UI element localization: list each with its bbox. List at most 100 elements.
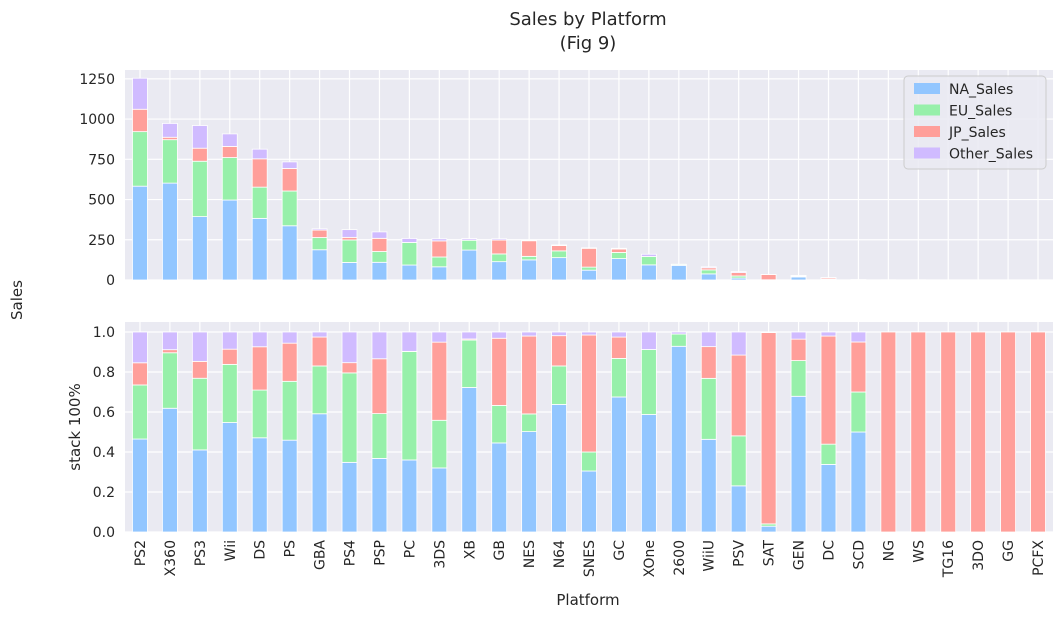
bar-jp-sales-snes xyxy=(581,247,597,268)
bar-other-sales-psv xyxy=(730,271,747,273)
pct-bar-eu-sales-xone xyxy=(640,349,657,415)
bar-other-sales-xb xyxy=(461,238,478,241)
y-tick-label: 0.6 xyxy=(93,405,115,421)
pct-bar-jp-sales-ps3 xyxy=(191,360,208,379)
y-tick-label: 1.0 xyxy=(93,325,115,341)
legend-label-other-sales: Other_Sales xyxy=(949,147,1033,163)
y-tick-label: 1000 xyxy=(79,112,115,128)
pct-bar-jp-sales-psp xyxy=(371,358,388,415)
pct-bar-na-sales-n64 xyxy=(551,404,567,533)
legend-label-na-sales: NA_Sales xyxy=(949,82,1013,98)
bar-na-sales-x360 xyxy=(162,182,178,281)
pct-bar-na-sales-ps2 xyxy=(132,438,148,533)
pct-bar-eu-sales-dc xyxy=(820,443,837,465)
pct-bar-other-sales-3ds xyxy=(431,331,448,343)
bar-jp-sales-ds xyxy=(251,158,268,188)
bar-other-sales-ps3 xyxy=(191,125,208,149)
x-tick-label: GEN xyxy=(792,540,808,570)
pct-bar-eu-sales-ps4 xyxy=(341,372,358,463)
pct-bar-eu-sales-gba xyxy=(311,365,328,415)
pct-bar-jp-sales-gba xyxy=(311,336,328,367)
x-tick-label: PS3 xyxy=(193,540,209,566)
bar-eu-sales-snes xyxy=(581,266,597,271)
pct-bar-other-sales-scd xyxy=(850,331,867,343)
pct-bar-jp-sales-ng xyxy=(880,331,897,533)
bar-eu-sales-nes xyxy=(521,255,538,261)
bar-jp-sales-n64 xyxy=(551,245,567,252)
x-tick-label: TG16 xyxy=(941,540,957,578)
legend: NA_Sales EU_Sales JP_Sales Other_Sales xyxy=(903,75,1047,170)
bar-other-sales-n64 xyxy=(551,244,567,246)
bar-na-sales-wii xyxy=(221,199,238,281)
pct-bar-na-sales-dc xyxy=(820,464,837,533)
pct-bar-eu-sales-x360 xyxy=(162,352,178,409)
pct-bar-jp-sales-ps4 xyxy=(341,362,358,374)
legend-label-eu-sales: EU_Sales xyxy=(949,104,1012,120)
x-tick-label: X360 xyxy=(163,540,179,576)
chart-title: Sales by Platform xyxy=(509,9,666,30)
pct-bar-eu-sales-gb xyxy=(491,405,508,444)
bar-other-sales-wiiu xyxy=(700,266,717,269)
top-y-ticks: 0 250 500 750 1000 1250 xyxy=(79,72,115,289)
bar-jp-sales-nes xyxy=(521,240,538,257)
pct-bar-eu-sales-2600 xyxy=(670,333,687,347)
pct-bar-jp-sales-wiiu xyxy=(700,346,717,379)
y-tick-label: 0.0 xyxy=(93,525,115,541)
bar-eu-sales-wii xyxy=(221,157,238,201)
pct-bar-other-sales-ps4 xyxy=(341,331,358,364)
pct-bar-other-sales-psp xyxy=(371,331,388,360)
x-tick-label: DC xyxy=(821,540,837,561)
legend-label-jp-sales: JP_Sales xyxy=(948,125,1006,141)
pct-bar-na-sales-pc xyxy=(401,459,418,533)
figure-y-label: Sales xyxy=(8,280,26,320)
bar-eu-sales-3ds xyxy=(431,256,448,268)
bar-jp-sales-ps2 xyxy=(132,108,148,133)
y-tick-label: 250 xyxy=(88,233,115,249)
bar-eu-sales-ps2 xyxy=(132,131,148,187)
pct-bar-na-sales-xb xyxy=(461,387,478,533)
bar-jp-sales-gc xyxy=(611,248,627,253)
bar-na-sales-n64 xyxy=(551,257,567,281)
pct-bar-jp-sales-3do xyxy=(970,331,987,533)
pct-bar-jp-sales-dc xyxy=(820,335,837,445)
pct-bar-jp-sales-snes xyxy=(581,334,597,453)
bar-eu-sales-x360 xyxy=(162,139,178,184)
x-tick-label: PSP xyxy=(372,540,388,566)
legend-swatch-na-sales xyxy=(914,83,940,94)
pct-bar-na-sales-nes xyxy=(521,431,538,533)
top-panel: 0 250 500 750 1000 1250 NA_Sales EU_Sales JP_Sa… xyxy=(79,70,1053,289)
bar-jp-sales-3ds xyxy=(431,240,448,258)
bar-jp-sales-ps3 xyxy=(191,147,208,162)
pct-bar-jp-sales-x360 xyxy=(162,349,178,354)
pct-bar-na-sales-psp xyxy=(371,458,388,533)
pct-bar-jp-sales-n64 xyxy=(551,335,567,367)
pct-bar-na-sales-gen xyxy=(790,395,807,533)
pct-bar-eu-sales-pc xyxy=(401,351,418,461)
pct-bar-other-sales-psv xyxy=(730,331,747,356)
bar-other-sales-x360 xyxy=(162,123,178,138)
pct-bar-other-sales-dc xyxy=(820,331,837,337)
bar-other-sales-nes xyxy=(521,239,538,242)
x-tick-label: XOne xyxy=(642,540,658,577)
bottom-y-ticks: 0.0 0.2 0.4 0.6 0.8 1.0 xyxy=(93,325,115,541)
bar-na-sales-ds xyxy=(251,217,268,281)
bar-na-sales-2600 xyxy=(670,264,687,281)
bar-na-sales-3ds xyxy=(431,266,448,281)
bar-eu-sales-wiiu xyxy=(700,269,717,275)
bar-eu-sales-xone xyxy=(640,256,657,266)
chart-subtitle: (Fig 9) xyxy=(560,33,617,54)
pct-bar-other-sales-gen xyxy=(790,331,807,340)
y-tick-label: 0.4 xyxy=(93,445,115,461)
pct-bar-other-sales-ds xyxy=(251,331,268,348)
bar-eu-sales-psp xyxy=(371,251,388,263)
pct-bar-eu-sales-ds xyxy=(251,389,268,439)
x-tick-label: NG xyxy=(881,540,897,561)
x-tick-label: DS xyxy=(253,540,269,560)
bar-na-sales-ps3 xyxy=(191,216,208,281)
pct-bar-jp-sales-gc xyxy=(611,336,627,359)
pct-bar-eu-sales-psv xyxy=(730,435,747,487)
bar-eu-sales-gba xyxy=(311,237,328,251)
pct-bar-jp-sales-psv xyxy=(730,354,747,437)
pct-bar-eu-sales-gen xyxy=(790,360,807,397)
